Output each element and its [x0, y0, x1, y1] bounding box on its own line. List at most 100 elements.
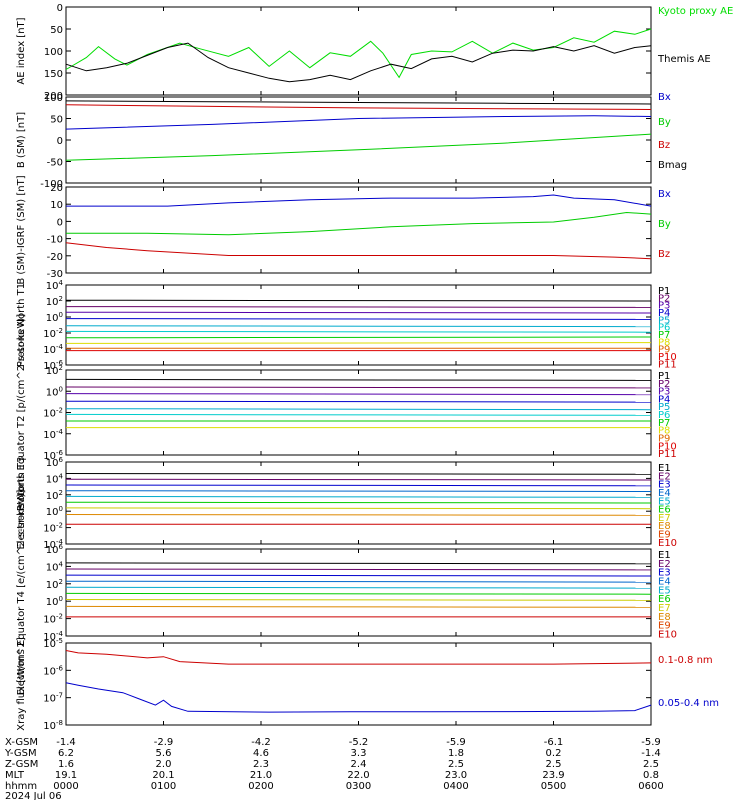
series-line — [65, 473, 652, 475]
legend-entry: P11 — [658, 449, 677, 460]
series-line — [65, 605, 652, 608]
axis-label: Xray flux [W/m^2] — [16, 637, 27, 731]
tick-label: 10-4 — [43, 630, 63, 643]
tick-label: 10-2 — [43, 613, 63, 626]
series-line — [65, 242, 652, 260]
annotation-value: 6.2 — [58, 748, 74, 759]
series-line — [65, 104, 652, 110]
tick-label: 102 — [46, 489, 63, 502]
tick-label: 10-4 — [43, 343, 63, 356]
annotation-value: -5.9 — [641, 737, 661, 748]
annotation-value: 23.9 — [542, 770, 564, 781]
series-line — [65, 501, 652, 504]
axis-label: B (SM) [nT] — [16, 112, 27, 168]
series-line — [65, 115, 652, 130]
tick-label: 20 — [50, 183, 63, 194]
series-line — [65, 133, 652, 161]
legend-entry: P8 — [658, 337, 670, 348]
annotation-value: 0000 — [53, 781, 78, 792]
panel-8: Xray flux [W/m^2] 0.1-0.8 nm 0.05-0.4 nm — [16, 637, 719, 731]
legend-entry: E10 — [658, 630, 677, 641]
tick-label: 102 — [46, 578, 63, 591]
plot-frame — [65, 548, 652, 637]
annotation-value: 0600 — [638, 781, 663, 792]
tick-label: 10-7 — [43, 692, 63, 705]
series-line — [65, 490, 652, 492]
legend-entry: P6 — [658, 410, 670, 421]
legend-entry: E2 — [658, 559, 671, 570]
tick-label: 100 — [46, 595, 63, 608]
legend-entry: P3 — [658, 301, 670, 312]
series-line — [65, 100, 652, 105]
annotation-row-label: X-GSM — [5, 737, 38, 748]
annotation-value: 23.0 — [445, 770, 467, 781]
legend-entry: Kyoto proxy AE — [658, 6, 733, 17]
series-line — [65, 514, 652, 516]
annotation-value: 21.0 — [250, 770, 272, 781]
series-line — [65, 507, 652, 510]
legend-entry: P7 — [658, 330, 670, 341]
series-line — [65, 311, 652, 314]
axis-label: Protons North T1 — [16, 283, 27, 367]
legend-entry: E10 — [658, 538, 677, 549]
annotation-value: 2.5 — [448, 759, 464, 770]
legend-entry: P11 — [658, 359, 677, 370]
tick-label: 10-2 — [43, 407, 63, 420]
series-line — [65, 413, 652, 416]
legend-entry: P5 — [658, 315, 670, 326]
tick-label: 104 — [46, 472, 64, 485]
series-line — [65, 484, 652, 487]
tick-label: 100 — [44, 47, 63, 58]
annotation-value: -1.4 — [56, 737, 76, 748]
annotation-value: -5.2 — [349, 737, 369, 748]
plot-frame — [65, 369, 652, 456]
legend-entry: E9 — [658, 530, 671, 541]
tick-label: 102 — [46, 364, 63, 377]
tick-label: 100 — [46, 311, 63, 324]
annotation-value: 0200 — [248, 781, 273, 792]
series-line — [65, 299, 652, 302]
tick-label: 106 — [46, 456, 64, 469]
tick-label: 10-6 — [43, 449, 63, 462]
series-line — [65, 330, 652, 333]
plot-frame — [65, 186, 652, 274]
panel-3: B (SM)-IGRF (SM) [nT] Bx By Bz — [16, 175, 671, 284]
legend-entry: E2 — [658, 471, 671, 482]
tick-label: 50 — [50, 25, 63, 36]
annotation-value: 2.5 — [643, 759, 659, 770]
legend-entry: Bz — [658, 140, 670, 151]
tick-label: 10-6 — [43, 359, 63, 372]
series-line — [65, 574, 652, 577]
annotation-value: 20.1 — [152, 770, 174, 781]
tick-label: 10-4 — [43, 538, 63, 551]
annotation-value: -5.9 — [446, 737, 466, 748]
panel-2: B (SM) [nT] Bx By Bz Bmag — [16, 92, 687, 184]
series-line — [66, 194, 652, 207]
series-line — [65, 318, 652, 320]
legend-entry: P2 — [658, 293, 670, 304]
axis-label: Electrons Equator T4 [e/(cm^2-s-sr-keV)] — [16, 490, 27, 696]
annotation-value: 2.0 — [156, 759, 172, 770]
series-line — [65, 650, 652, 665]
annotation-row-label: hhmm — [5, 781, 37, 792]
legend-entry: P7 — [658, 418, 670, 429]
legend-entry: P1 — [658, 371, 670, 382]
series-line — [65, 378, 652, 381]
legend-entry: E6 — [658, 505, 671, 516]
legend-entry: Bx — [658, 189, 671, 200]
axis-label: Electrons North T3 — [16, 456, 27, 549]
annotation-value: -4.2 — [251, 737, 271, 748]
tick-label: 104 — [46, 279, 64, 292]
legend-entry: E1 — [658, 550, 671, 561]
series-line — [65, 682, 652, 713]
annotation-value: 0.8 — [643, 770, 659, 781]
annotation-value: 0300 — [346, 781, 371, 792]
series-line — [65, 42, 652, 83]
legend-entry: P10 — [658, 352, 677, 363]
tick-label: 10-2 — [43, 327, 63, 340]
tick-label: 100 — [44, 93, 63, 104]
tick-label: 102 — [46, 295, 63, 308]
legend-entry: E7 — [658, 603, 671, 614]
tick-label: 150 — [44, 69, 63, 80]
